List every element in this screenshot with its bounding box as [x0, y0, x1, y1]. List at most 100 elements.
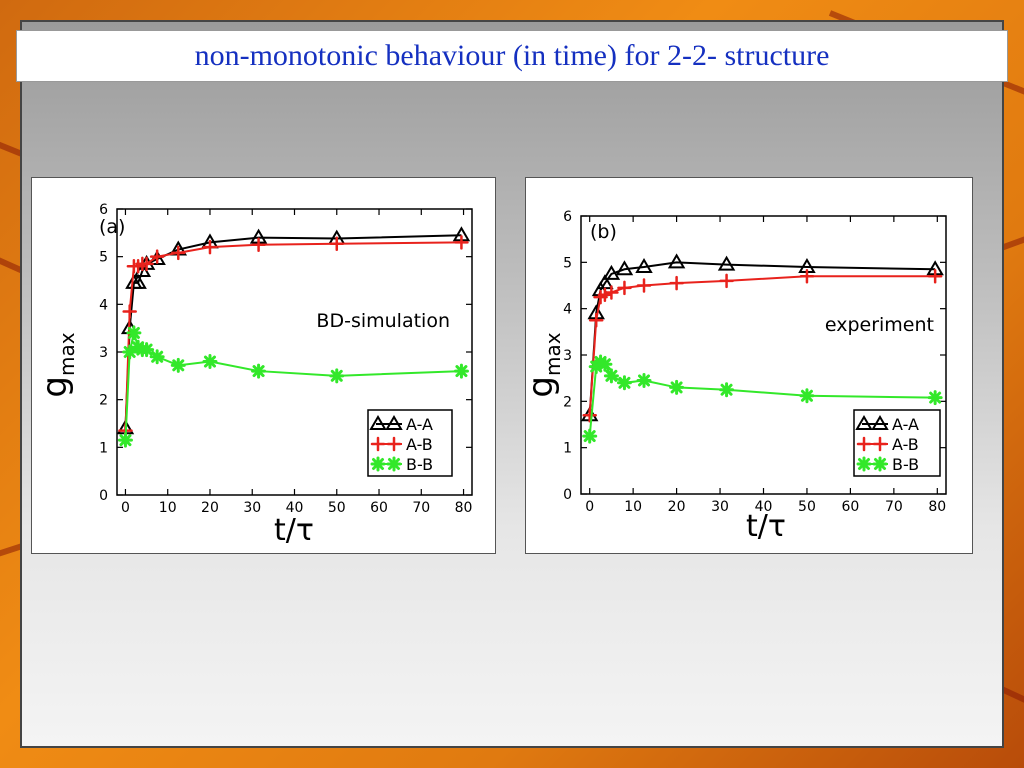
x-tick-label: 10	[624, 499, 642, 515]
y-tick-label: 6	[563, 209, 572, 225]
legend-marker	[856, 436, 872, 452]
data-point-stroke	[119, 434, 132, 447]
data-point	[122, 304, 137, 319]
y-tick-label: 2	[563, 394, 572, 410]
data-point	[117, 432, 133, 448]
y-tick-label: 3	[99, 345, 108, 361]
data-point	[717, 255, 736, 271]
data-point	[588, 313, 604, 328]
data-point-stroke	[455, 365, 468, 378]
legend-entry: A-B	[370, 435, 433, 454]
y-tick-label: 0	[99, 488, 108, 504]
data-point-stroke	[605, 369, 618, 382]
chart-panel-b: 0 10 20 30 40 50 60 70 80 0 1 2 3 4 5 6 (b) experiment gma…	[521, 177, 973, 554]
data-point	[603, 368, 619, 384]
title-box: non-monotonic behaviour (in time) for 2-…	[16, 30, 1008, 82]
data-point-stroke	[140, 343, 153, 356]
data-point	[251, 363, 267, 379]
chart-a: 0 10 20 30 40 50 60 70 80 0 1 2 3 4 5 6(a) BD-simulation…	[35, 202, 473, 548]
legend-entry: B-B	[370, 455, 433, 474]
panel-label: (b)	[590, 221, 617, 243]
legend-marker-stroke	[858, 458, 870, 470]
data-point-stroke	[583, 430, 596, 443]
x-tick-label: 20	[201, 500, 219, 516]
x-tick-label: 70	[412, 500, 430, 516]
x-tick-label: 70	[885, 499, 903, 515]
series-b-b	[582, 354, 943, 444]
data-point	[202, 239, 218, 255]
x-tick-label: 20	[668, 499, 686, 515]
legend-label: B-B	[406, 455, 433, 474]
data-point	[139, 256, 154, 272]
x-tick-label: 0	[121, 500, 130, 516]
y-tick-label: 4	[563, 302, 572, 318]
data-point-stroke	[123, 346, 136, 358]
data-point	[927, 268, 943, 284]
legend-marker	[856, 456, 872, 472]
x-tick-label: 30	[711, 499, 729, 515]
legend-marker	[855, 415, 873, 430]
data-point	[719, 273, 734, 289]
x-tick-label: 40	[286, 500, 304, 516]
data-point-stroke	[638, 374, 651, 387]
y-tick-label: 3	[563, 348, 572, 364]
x-tick-label: 50	[328, 500, 346, 516]
x-tick-label: 60	[841, 499, 859, 515]
data-point-stroke	[929, 391, 942, 404]
y-tick-label: 5	[563, 255, 572, 271]
x-tick-label: 50	[798, 499, 816, 515]
data-point	[171, 245, 186, 261]
y-tick-label: 1	[563, 441, 572, 457]
data-point	[139, 342, 155, 358]
legend-marker	[369, 415, 387, 430]
data-point	[126, 325, 142, 341]
data-point	[636, 278, 652, 293]
y-tick-label: 6	[99, 202, 108, 218]
data-point-stroke	[720, 383, 733, 396]
data-point	[636, 372, 652, 388]
legend-label: A-A	[406, 415, 433, 434]
data-point-stroke	[203, 355, 216, 368]
legend-marker	[872, 436, 888, 452]
data-point	[329, 236, 345, 252]
y-tick-label: 5	[99, 250, 108, 266]
data-point	[170, 357, 186, 373]
data-point	[604, 285, 619, 300]
chart-annotation: BD-simulation	[316, 310, 450, 332]
y-tick-label: 4	[99, 297, 108, 313]
legend-marker	[370, 436, 386, 452]
data-point	[615, 260, 634, 276]
data-point-stroke	[172, 359, 185, 372]
legend-marker-stroke	[388, 458, 400, 470]
y-tick-label: 1	[99, 440, 108, 456]
data-point	[669, 379, 685, 395]
data-point	[616, 375, 632, 391]
x-tick-label: 0	[585, 499, 594, 515]
data-point	[202, 354, 218, 370]
panel-label: (a)	[99, 216, 125, 238]
data-point	[597, 287, 613, 303]
data-point-stroke	[252, 365, 265, 378]
data-point	[597, 356, 613, 372]
legend-marker	[385, 415, 403, 430]
data-point	[329, 368, 345, 384]
data-point-stroke	[670, 381, 683, 394]
data-point	[927, 390, 943, 406]
chart-annotation: experiment	[825, 314, 934, 336]
legend-entry: A-A	[369, 415, 433, 434]
chart-b: 0 10 20 30 40 50 60 70 80 0 1 2 3 4 5 6 (b) experiment gma…	[521, 209, 947, 544]
legend-label: A-B	[892, 435, 919, 454]
data-point-stroke	[598, 358, 611, 371]
x-tick-label: 60	[370, 500, 388, 516]
x-tick-label: 80	[928, 499, 946, 515]
legend-marker	[370, 456, 386, 472]
data-point-stroke	[618, 376, 631, 389]
x-tick-label: 40	[755, 499, 773, 515]
data-point	[454, 235, 469, 250]
x-tick-label: 80	[455, 500, 473, 516]
y-tick-label: 0	[563, 487, 572, 503]
x-axis-label: t/τ	[746, 509, 786, 544]
data-point	[582, 428, 598, 444]
legend-marker-stroke	[372, 458, 384, 470]
y-axis-label-main: g	[35, 376, 75, 398]
